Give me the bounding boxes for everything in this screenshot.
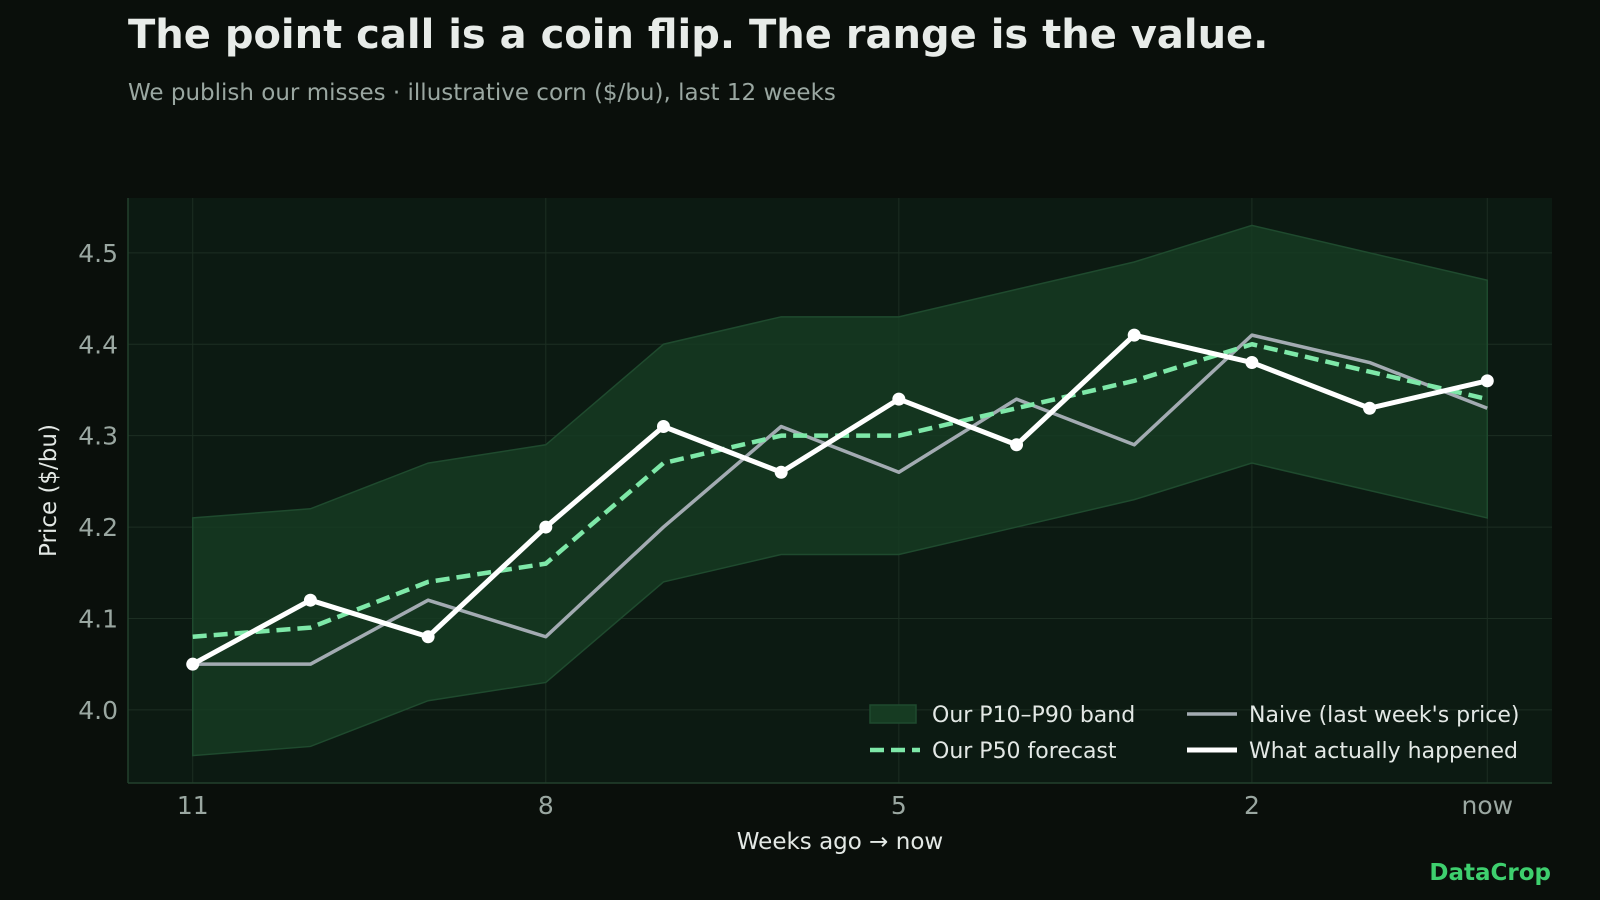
actual-point [1363,401,1377,415]
actual-line [191,332,1488,667]
legend: Our P10–P90 band Naive (last week's price… [869,703,1520,764]
actual-point [774,465,788,479]
x-tick-label: 5 [891,791,907,820]
actual-point [1127,328,1141,342]
y-tick-label: 4.2 [78,513,118,542]
chart-title: The point call is a coin flip. The range… [128,12,1269,58]
y-axis-label: Price ($/bu) [36,424,62,557]
actual-point [421,630,435,644]
band-layer [191,224,1489,757]
x-axis-label: Weeks ago → now [737,829,943,855]
actual-point [186,657,200,671]
legend-band-swatch [869,704,917,724]
legend-label: Naive (last week's price) [1249,703,1520,728]
brand-logo-text: DataCrop [1429,860,1551,886]
actual-point [303,593,317,607]
legend-actual: What actually happened [1187,739,1518,764]
x-tick-label: 11 [177,791,209,820]
legend-band: Our P10–P90 band [869,703,1135,728]
x-tick-label: 2 [1244,791,1260,820]
y-tick-label: 4.0 [78,696,118,725]
chart-subtitle: We publish our misses · illustrative cor… [128,80,836,106]
line-layer [186,328,1494,671]
actual-point [892,392,906,406]
p10-p90-band [191,224,1489,757]
x-tick-label: 8 [538,791,554,820]
naive-line [192,333,1488,666]
actual-point [1245,356,1259,370]
legend-p50: Our P50 forecast [870,739,1117,764]
x-tick-label: now [1461,791,1513,820]
actual-point [539,520,553,534]
actual-point [1010,438,1024,452]
y-tick-label: 4.1 [78,604,118,633]
actual-point [656,420,670,434]
y-tick-label: 4.5 [78,239,118,268]
y-tick-label: 4.4 [78,330,118,359]
axes: 4.0 4.1 4.2 4.3 4.4 4.5 11 8 5 2 now [78,198,1552,820]
legend-label: Our P10–P90 band [932,703,1135,728]
legend-label: What actually happened [1249,739,1518,764]
actual-point [1480,374,1494,388]
legend-naive: Naive (last week's price) [1187,703,1520,728]
legend-label: Our P50 forecast [932,739,1117,764]
y-tick-label: 4.3 [78,422,118,451]
